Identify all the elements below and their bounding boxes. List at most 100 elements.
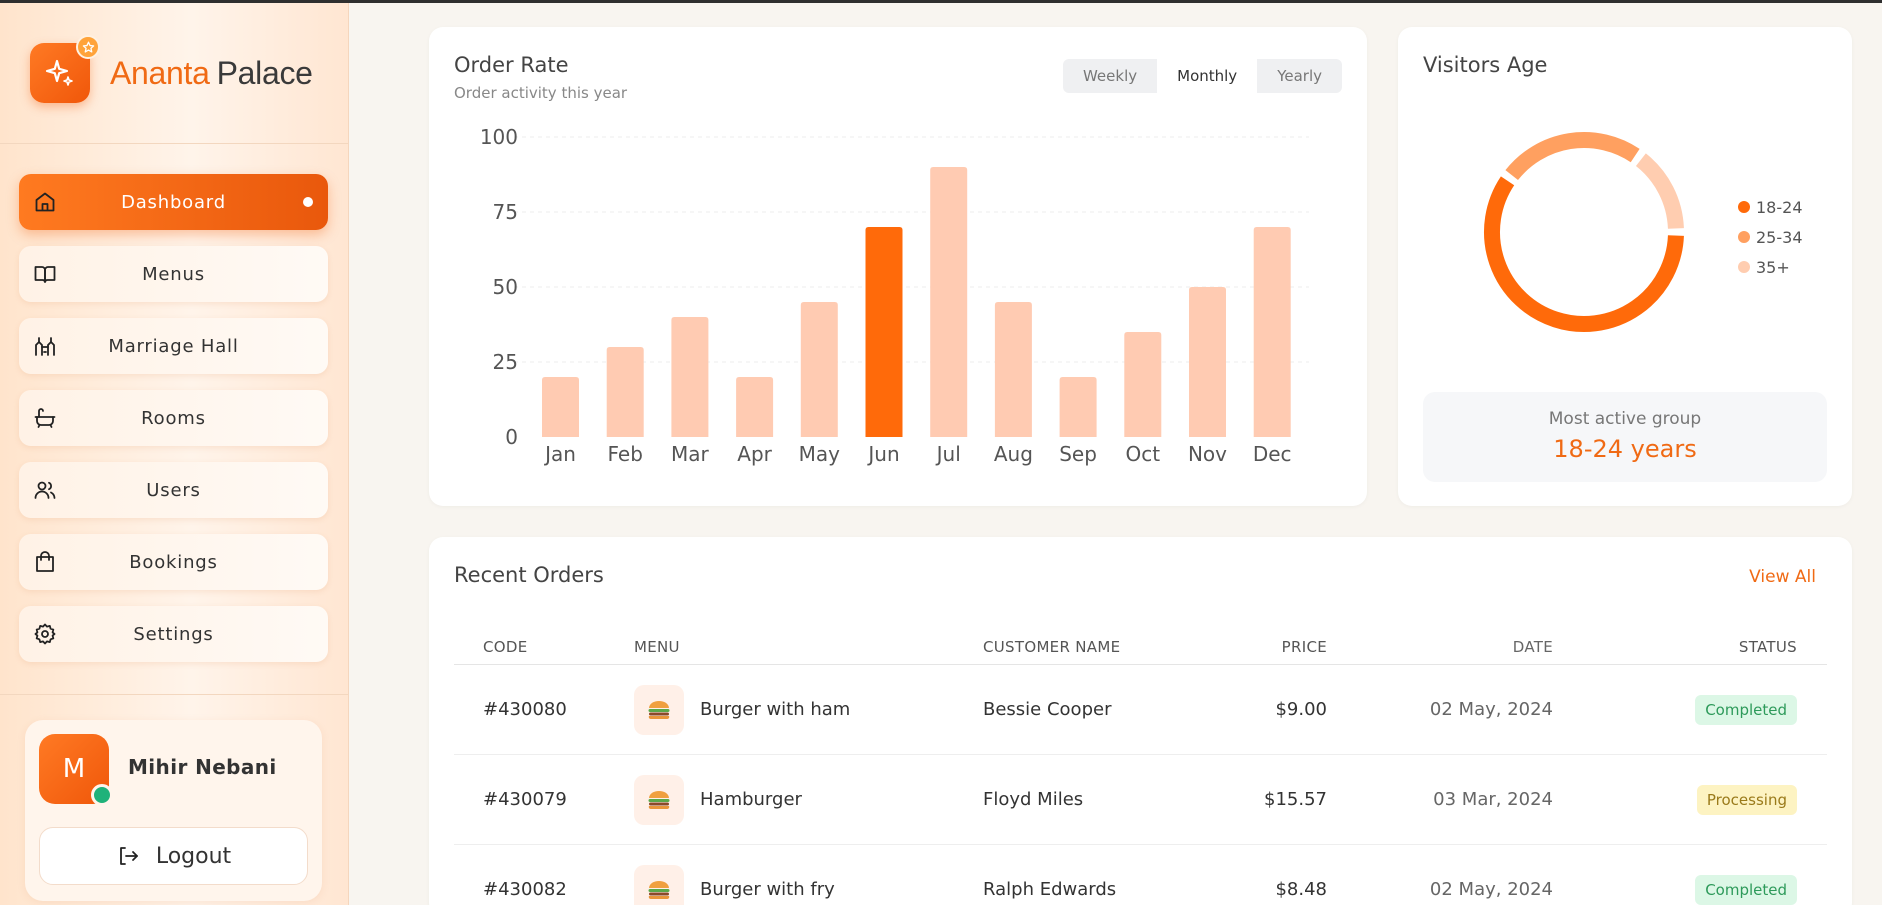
- sidebar-item-rooms[interactable]: Rooms: [19, 390, 328, 446]
- order-code: #430079: [483, 789, 567, 810]
- table-row[interactable]: #430082 Burger with fry Ralph Edwards $8…: [454, 845, 1827, 905]
- order-price: $15.57: [1264, 789, 1327, 810]
- column-header-date[interactable]: DATE: [1512, 637, 1553, 656]
- period-tabs: Weekly Monthly Yearly: [1062, 59, 1342, 93]
- most-active-group-label: Most active group: [1548, 409, 1702, 429]
- donut-slice-2: [1505, 132, 1640, 181]
- order-rate-bar-chart: 0 25 50 75 100 Jan Feb Mar Apr May Jun Jul Aug Sep Oct…: [480, 125, 1309, 466]
- sidebar-item-menus[interactable]: Menus: [19, 246, 328, 302]
- recent-orders-card: Recent Orders View All CODE MENU CUSTOME…: [429, 537, 1852, 905]
- x-tick-label: Sep: [1059, 442, 1097, 466]
- sidebar-item-label: Users: [146, 479, 201, 501]
- bag-icon: [33, 550, 57, 574]
- sidebar-nav: Dashboard Menus Marriage Hall Rooms U: [19, 174, 328, 678]
- view-all-link[interactable]: View All: [1749, 567, 1816, 587]
- burger-icon: [634, 864, 684, 905]
- bar-feb: [606, 347, 644, 437]
- x-tick-label: Feb: [607, 442, 642, 466]
- avatar-initial: M: [62, 754, 86, 784]
- column-header-menu[interactable]: MENU: [634, 637, 680, 656]
- legend-dot: [1738, 261, 1750, 273]
- order-price: $8.48: [1275, 879, 1327, 900]
- column-header-price[interactable]: PRICE: [1281, 637, 1327, 656]
- bar-nov: [1189, 287, 1226, 437]
- brand-name-second: Palace: [216, 54, 313, 91]
- book-icon: [33, 262, 57, 286]
- tab-monthly[interactable]: Monthly: [1157, 59, 1258, 93]
- x-tick-label: Jun: [866, 442, 899, 466]
- bar-oct: [1124, 332, 1162, 437]
- brand[interactable]: Ananta Palace: [30, 35, 313, 103]
- y-tick-label: 50: [493, 275, 518, 299]
- logo: [30, 35, 100, 103]
- bathtub-icon: [33, 406, 57, 430]
- order-rate-subtitle: Order activity this year: [454, 84, 628, 102]
- bar-dec: [1253, 227, 1291, 437]
- logout-button[interactable]: Logout: [39, 827, 308, 885]
- tab-yearly[interactable]: Yearly: [1257, 59, 1342, 93]
- sidebar-item-label: Bookings: [129, 551, 218, 573]
- sparkle-icon: [45, 59, 73, 86]
- sidebar-item-label: Menus: [142, 263, 205, 285]
- column-header-customer[interactable]: CUSTOMER NAME: [983, 637, 1121, 656]
- y-tick-label: 100: [480, 125, 518, 149]
- legend-label: 25-34: [1756, 227, 1803, 247]
- table-header: CODE MENU CUSTOMER NAME PRICE DATE STATU…: [454, 629, 1827, 665]
- home-icon: [33, 190, 57, 214]
- bar-aug: [994, 302, 1032, 437]
- legend-dot: [1738, 231, 1750, 243]
- x-tick-label: Aug: [994, 442, 1033, 466]
- table-row[interactable]: #430079 Hamburger Floyd Miles $15.57 03 …: [454, 755, 1827, 845]
- customer-name: Bessie Cooper: [983, 699, 1112, 720]
- sidebar-item-label: Marriage Hall: [108, 335, 239, 357]
- users-icon: [33, 478, 57, 502]
- legend-label: 35+: [1756, 257, 1790, 277]
- sidebar-item-users[interactable]: Users: [19, 462, 328, 518]
- order-code: #430080: [483, 699, 567, 720]
- legend-item: 25-34: [1738, 222, 1803, 252]
- order-status: Processing: [1553, 784, 1827, 815]
- brand-name: Ananta Palace: [110, 55, 313, 92]
- donut-slice-1: [1484, 176, 1684, 332]
- burger-icon: [634, 774, 684, 825]
- column-header-code[interactable]: CODE: [483, 637, 528, 656]
- logout-icon: [119, 847, 138, 865]
- most-active-group-panel: Most active group 18-24 years: [1423, 392, 1827, 482]
- donut-legend: 18-24 25-34 35+: [1738, 192, 1803, 282]
- brand-name-first: Ananta: [110, 54, 210, 91]
- legend-item: 35+: [1738, 252, 1803, 282]
- legend-dot: [1738, 201, 1750, 213]
- sidebar-item-marriage-hall[interactable]: Marriage Hall: [19, 318, 328, 374]
- y-tick-label: 0: [505, 425, 518, 449]
- orders-table: CODE MENU CUSTOMER NAME PRICE DATE STATU…: [454, 629, 1827, 905]
- x-tick-label: Jan: [543, 442, 576, 466]
- order-menu: Hamburger: [634, 774, 983, 825]
- tab-weekly[interactable]: Weekly: [1062, 59, 1158, 93]
- x-tick-label: Apr: [737, 442, 772, 466]
- legend-label: 18-24: [1756, 197, 1803, 217]
- burger-icon: [634, 684, 684, 735]
- order-menu: Burger with fry: [634, 864, 983, 905]
- order-date: 03 Mar, 2024: [1433, 789, 1553, 810]
- recent-orders-title: Recent Orders: [454, 563, 604, 587]
- order-status: Completed: [1553, 874, 1827, 905]
- x-tick-label: Dec: [1253, 442, 1292, 466]
- sidebar-item-dashboard[interactable]: Dashboard: [19, 174, 328, 230]
- table-row[interactable]: #430080 Burger with ham Bessie Cooper $9…: [454, 665, 1827, 755]
- x-tick-label: Nov: [1188, 442, 1227, 466]
- bar-jul: [930, 167, 968, 437]
- x-tick-label: Jul: [935, 442, 961, 466]
- sidebar-item-bookings[interactable]: Bookings: [19, 534, 328, 590]
- sidebar: Ananta Palace Dashboard Menus Marriage Ha…: [0, 0, 349, 905]
- user-card: M Mihir Nebani Logout: [25, 720, 322, 901]
- sidebar-item-label: Dashboard: [121, 191, 226, 213]
- legend-item: 18-24: [1738, 192, 1803, 222]
- order-code: #430082: [483, 879, 567, 900]
- order-status: Completed: [1553, 694, 1827, 725]
- sidebar-item-settings[interactable]: Settings: [19, 606, 328, 662]
- avatar[interactable]: M: [39, 734, 109, 804]
- gear-icon: [33, 622, 57, 646]
- column-header-status[interactable]: STATUS: [1738, 637, 1797, 656]
- bar-jun: [865, 227, 903, 437]
- donut-slice-3: [1635, 153, 1684, 230]
